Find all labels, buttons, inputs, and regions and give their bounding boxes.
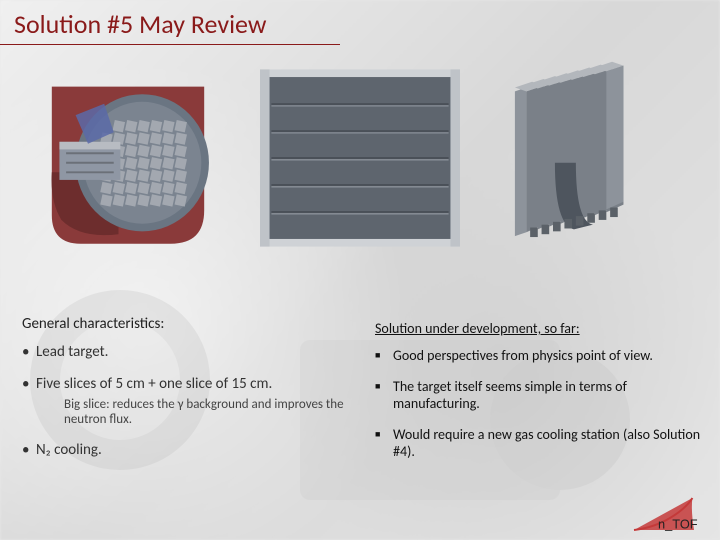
logo-text: n_TOF — [658, 516, 698, 531]
list-item: Good perspectives from physics point of … — [375, 347, 705, 364]
figure-cutaway — [20, 55, 235, 260]
item-text: Lead target. — [36, 343, 108, 361]
item-text: N₂ cooling. — [36, 441, 102, 459]
figure-row — [20, 55, 700, 260]
development-list: Good perspectives from physics point of … — [375, 347, 705, 460]
title-underline — [0, 44, 340, 45]
item-subtext: Big slice: reduces the γ background and … — [64, 397, 362, 427]
figure-block — [485, 55, 700, 260]
list-item: The target itself seems simple in terms … — [375, 378, 705, 412]
list-item: Would require a new gas cooling station … — [375, 426, 705, 460]
characteristics-heading: General characteristics: — [22, 315, 362, 333]
characteristics-section: General characteristics: Lead target. Fi… — [22, 315, 362, 473]
development-heading: Solution under development, so far: — [375, 320, 705, 337]
list-item: N₂ cooling. — [22, 441, 362, 459]
page-title: Solution #5 May Review — [14, 8, 266, 40]
list-item: Five slices of 5 cm + one slice of 15 cm… — [22, 375, 362, 427]
list-item: Lead target. — [22, 343, 362, 361]
characteristics-list: Lead target. Five slices of 5 cm + one s… — [22, 343, 362, 459]
item-text: Five slices of 5 cm + one slice of 15 cm… — [36, 375, 272, 393]
ntof-logo: n_TOF — [630, 494, 710, 534]
development-section: Solution under development, so far: Good… — [375, 320, 705, 474]
figure-panel — [245, 55, 475, 260]
